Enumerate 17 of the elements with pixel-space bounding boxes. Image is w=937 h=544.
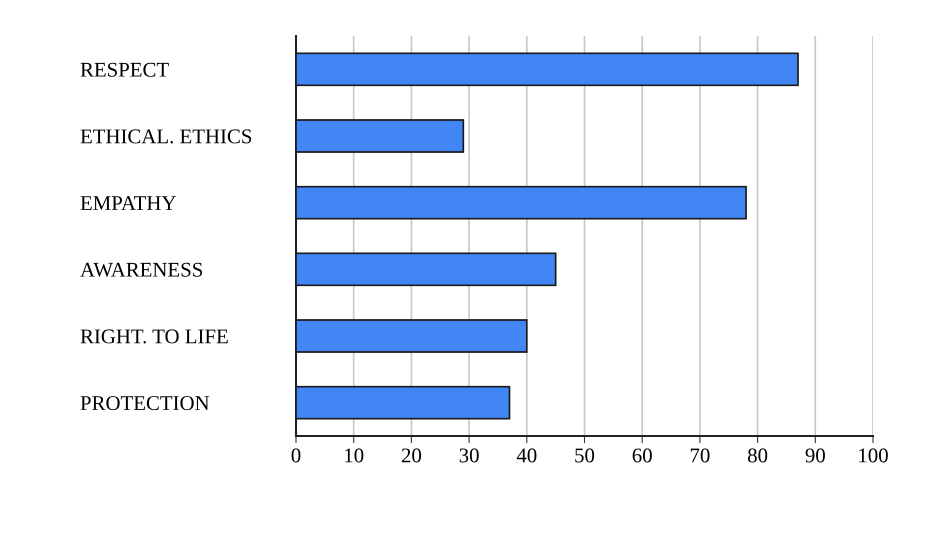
y-tick-label: AWARENESS [80,262,202,277]
x-tick-label: 30 [460,448,479,462]
x-tick-label: 10 [345,448,364,462]
y-tick-label: ETHICAL. ETHICS [80,129,252,144]
x-tick-label: 80 [748,448,768,462]
x-tick-label: 60 [632,448,652,462]
y-tick-label: RESPECT [80,62,169,77]
y-tick-label: PROTECTION [80,396,210,410]
x-tick-label: 0 [292,448,300,462]
x-tick-label: 50 [575,448,594,462]
x-tick-label: 20 [402,448,422,462]
y-tick-label: EMPATHY [80,196,176,210]
y-tick-label: RIGHT. TO LIFE [80,329,228,344]
x-tick-label: 90 [806,448,825,462]
x-tick-label: 70 [690,448,710,462]
x-tick-label: 40 [516,448,536,462]
x-tick-label: 100 [859,448,888,462]
